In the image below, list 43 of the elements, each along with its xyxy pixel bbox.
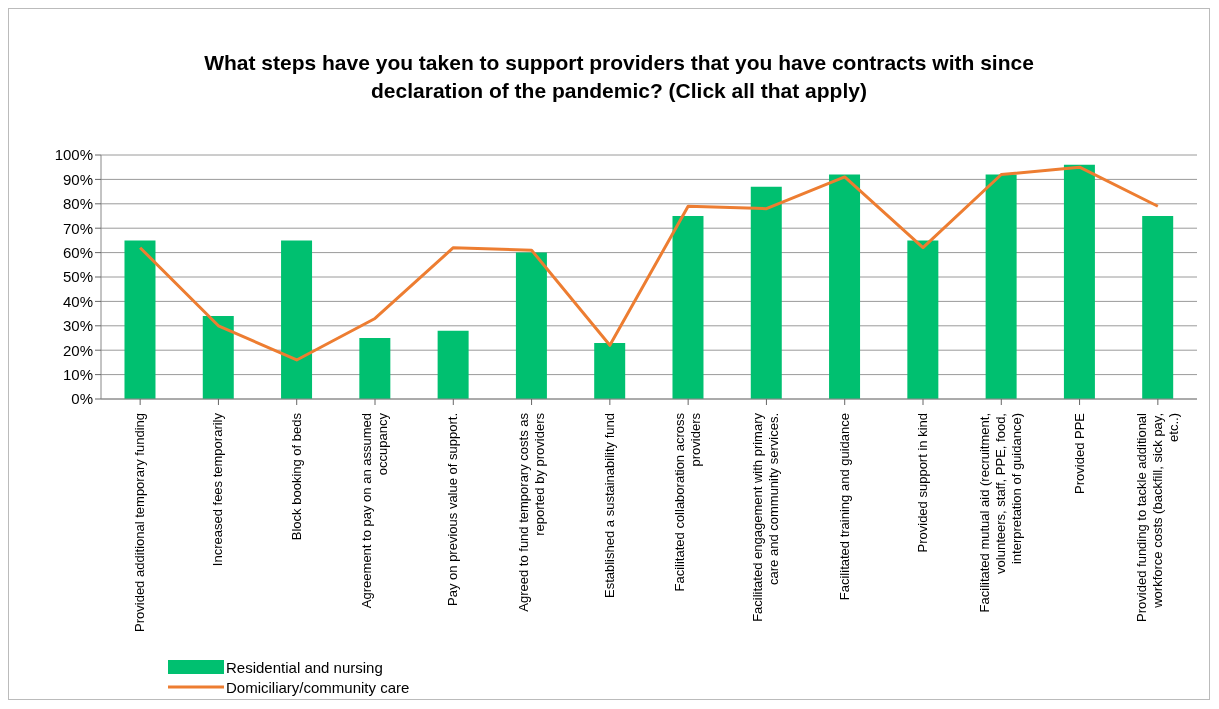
bar: [750, 186, 782, 399]
y-tick-label: 80%: [62, 195, 93, 213]
y-tick-label: 100%: [54, 146, 93, 164]
bar: [359, 338, 391, 399]
x-tick-label: Facilitated engagement with primary care and community services.: [750, 412, 782, 622]
x-tick-label: Facilitated collaboration across providers: [672, 412, 704, 592]
y-tick-label: 90%: [62, 170, 93, 188]
legend-label: Domiciliary/community care: [226, 678, 410, 696]
x-tick-label: Agreement to pay on an assumed occupancy: [359, 412, 390, 609]
bar: [1142, 216, 1174, 399]
x-tick-label: Facilitated mutual aid (recruitment, volunteers, staff, PPE, food, interpretation of guidance): [977, 413, 1025, 613]
bar: [672, 216, 704, 399]
x-tick-label: Provided PPE: [1071, 412, 1087, 494]
y-tick-label: 20%: [62, 341, 93, 359]
y-tick-label: 50%: [62, 268, 93, 286]
x-tick-label: Provided additional temporary funding: [132, 413, 148, 632]
bar: [281, 240, 313, 399]
y-tick-label: 40%: [62, 292, 93, 310]
bar: [985, 174, 1017, 399]
bar: [437, 330, 469, 399]
y-tick-label: 30%: [62, 317, 93, 335]
bar: [1063, 164, 1095, 399]
bar: [515, 252, 547, 399]
bar: [594, 342, 626, 399]
x-tick-label: Increased fees temporarily: [210, 412, 226, 567]
bar: [907, 240, 939, 399]
x-tick-label: Provided support in kind: [915, 413, 930, 553]
x-tick-label: Facilitated training and guidance: [836, 413, 852, 601]
bar: [202, 316, 234, 399]
y-tick-label: 70%: [62, 219, 93, 237]
line-series: [138, 165, 1160, 362]
x-tick-label: Pay on previous value of support.: [445, 413, 461, 606]
chart-title: What steps have you taken to support providers that you have contracts with since declaration of the pandemic? (Click all that apply): [203, 50, 1035, 104]
bar: [829, 174, 861, 399]
y-tick-label: 10%: [62, 365, 93, 383]
x-tick-label: Block booking of beds: [288, 412, 304, 541]
y-tick-label: 0%: [71, 390, 93, 408]
legend-label: Residential and nursing: [226, 658, 383, 676]
y-tick-label: 60%: [62, 243, 93, 261]
bar: [124, 240, 156, 399]
x-tick-label: Established a sustainability fund: [601, 413, 617, 599]
x-tick-label: Agreed to fund temporary costs as reported by providers: [515, 412, 547, 612]
x-tick-label: Provided funding to tackle additional workforce costs (backfill, sick pay, etc..): [1133, 412, 1181, 622]
